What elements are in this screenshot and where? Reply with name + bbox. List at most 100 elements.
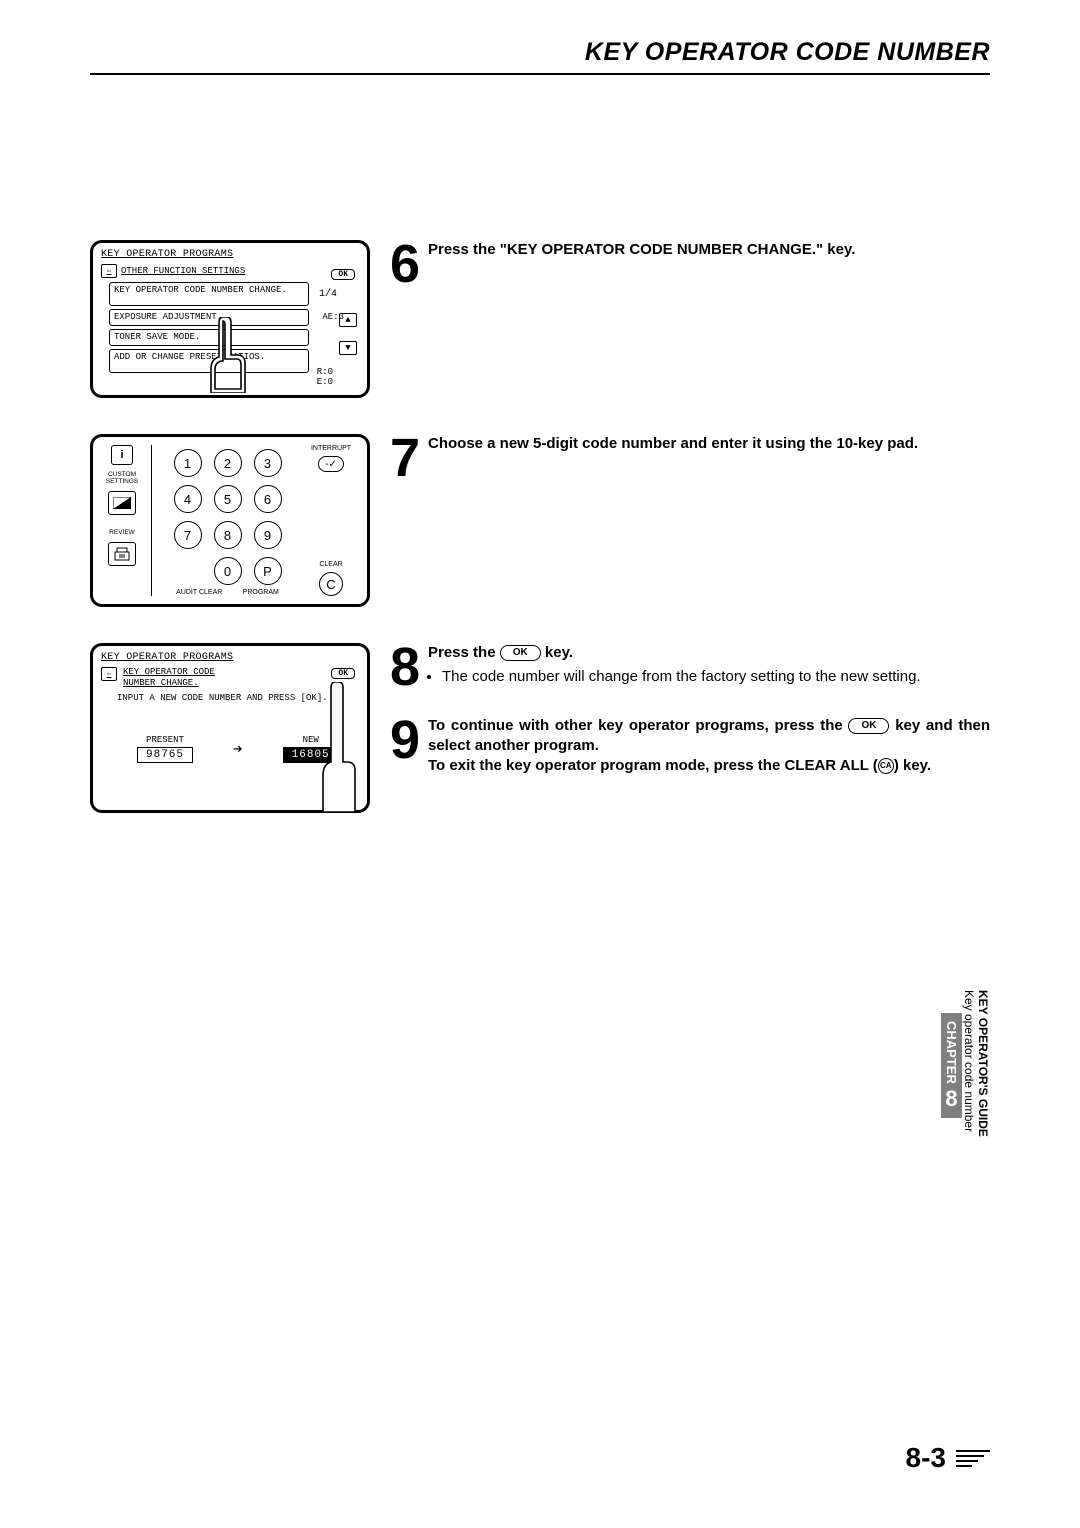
code-fields: PRESENT 98765 ➔ NEW 16805 — [137, 735, 359, 763]
key-3[interactable]: 3 — [254, 449, 282, 477]
step-8-figure: KEY OPERATOR PROGRAMS ⇦ KEY OPERATOR COD… — [90, 643, 370, 813]
lcd1-breadcrumb: ⇦ OTHER FUNCTION SETTINGS — [101, 264, 359, 278]
keypad-separator — [151, 445, 152, 596]
sidebar-line2: Key operator code number — [962, 990, 976, 1132]
step-8-9-row: KEY OPERATOR PROGRAMS ⇦ KEY OPERATOR COD… — [90, 643, 990, 813]
key-9[interactable]: 9 — [254, 521, 282, 549]
present-label: PRESENT — [137, 735, 193, 745]
key-6[interactable]: 6 — [254, 485, 282, 513]
lcd3-instruction: INPUT A NEW CODE NUMBER AND PRESS [OK]. — [109, 693, 359, 703]
lcd3-ok-button[interactable]: OK — [331, 668, 355, 679]
lcd3-breadcrumb: ⇦ KEY OPERATOR CODE NUMBER CHANGE. — [101, 667, 359, 689]
program-label: PROGRAM — [243, 589, 279, 596]
clear-label: CLEAR — [319, 561, 342, 568]
key-8[interactable]: 8 — [214, 521, 242, 549]
menu-item-3-label: ADD OR CHANGE PRESET RATIOS. — [114, 352, 265, 362]
chapter-number: 8 — [945, 1088, 957, 1110]
key-1[interactable]: 1 — [174, 449, 202, 477]
key-p[interactable]: P — [254, 557, 282, 585]
key-7[interactable]: 7 — [174, 521, 202, 549]
page-number-text: 8-3 — [906, 1442, 946, 1474]
sidebar-line1: KEY OPERATOR'S GUIDE — [976, 990, 990, 1137]
step-9-line2: To exit the key operator program mode, p… — [428, 756, 990, 776]
lcd1-menu: KEY OPERATOR CODE NUMBER CHANGE. EXPOSUR… — [109, 282, 309, 373]
audit-clear-label: AUDIT CLEAR — [176, 589, 222, 596]
step-7-number: 7 — [390, 434, 428, 483]
menu-item-2-label: TONER SAVE MODE. — [114, 332, 200, 342]
lcd3-sub1: KEY OPERATOR CODE — [123, 667, 215, 677]
ok-pill-1: OK — [500, 645, 541, 661]
key-5[interactable]: 5 — [214, 485, 242, 513]
key-clear[interactable]: C — [319, 572, 343, 596]
step-7-row: i CUSTOM SETTINGS REVIEW 1 2 3 — [90, 434, 990, 607]
keypad-grid: 1 2 3 4 5 6 7 8 9 0 P — [160, 445, 295, 589]
lcd3-subtitle: KEY OPERATOR CODE NUMBER CHANGE. — [121, 667, 215, 689]
keypad-right-column: INTERRUPT -✓ CLEAR C — [303, 445, 359, 596]
step-9-2a: To exit the key operator program mode, p… — [428, 757, 878, 774]
breadcrumb-text: OTHER FUNCTION SETTINGS — [121, 266, 245, 276]
back-icon-3[interactable]: ⇦ — [101, 667, 117, 681]
page-header: KEY OPERATOR CODE NUMBER — [90, 38, 990, 75]
step-7-lead: Choose a new 5-digit code number and ent… — [428, 435, 918, 452]
step-6-lead: Press the "KEY OPERATOR CODE NUMBER CHAN… — [428, 241, 855, 258]
step-7-text: Choose a new 5-digit code number and ent… — [428, 434, 990, 454]
interrupt-label: INTERRUPT — [311, 445, 351, 452]
key-0[interactable]: 0 — [214, 557, 242, 585]
page-number: 8-3 — [906, 1442, 990, 1474]
step-8-bullets: The code number will change from the fac… — [442, 667, 990, 687]
scroll-down-button[interactable]: ▼ — [339, 341, 357, 355]
keypad-panel: i CUSTOM SETTINGS REVIEW 1 2 3 — [90, 434, 370, 607]
step-8-lead: Press the OK key. — [428, 644, 573, 661]
step-9-text: To continue with other key operator prog… — [428, 716, 990, 777]
step-9-1a: To continue with other key operator prog… — [428, 717, 848, 734]
review-button[interactable] — [108, 542, 136, 566]
present-value: 98765 — [137, 747, 193, 763]
step-8-text: Press the OK key. The code number will c… — [428, 643, 990, 698]
key-2[interactable]: 2 — [214, 449, 242, 477]
info-button[interactable]: i — [111, 445, 133, 465]
present-column: PRESENT 98765 — [137, 735, 193, 763]
page-title: KEY OPERATOR CODE NUMBER — [90, 38, 990, 67]
arrow-icon: ➔ — [233, 739, 243, 759]
step-6-text: Press the "KEY OPERATOR CODE NUMBER CHAN… — [428, 240, 990, 260]
contrast-button[interactable] — [108, 491, 136, 515]
custom-settings-label: CUSTOM SETTINGS — [101, 471, 143, 485]
lcd-panel-1: KEY OPERATOR PROGRAMS ⇦ OTHER FUNCTION S… — [90, 240, 370, 398]
steps-8-9-text-column: 8 Press the OK key. The code number will… — [390, 643, 990, 776]
review-label: REVIEW — [109, 529, 135, 536]
step-7-figure: i CUSTOM SETTINGS REVIEW 1 2 3 — [90, 434, 370, 607]
chapter-tab: CHAPTER 8 — [941, 1013, 962, 1118]
menu-item-toner[interactable]: TONER SAVE MODE. — [109, 329, 309, 346]
step-6-row: KEY OPERATOR PROGRAMS ⇦ OTHER FUNCTION S… — [90, 240, 990, 398]
back-icon[interactable]: ⇦ — [101, 264, 117, 278]
step-9-2b: ) key. — [894, 757, 931, 774]
step-6-figure: KEY OPERATOR PROGRAMS ⇦ OTHER FUNCTION S… — [90, 240, 370, 398]
keypad-center: 1 2 3 4 5 6 7 8 9 0 P AUDIT CLEAR — [160, 445, 295, 596]
new-column: NEW 16805 — [283, 735, 339, 763]
step-8-number: 8 — [390, 643, 428, 692]
menu-item-code-change[interactable]: KEY OPERATOR CODE NUMBER CHANGE. — [109, 282, 309, 306]
page-number-bars-icon — [956, 1447, 990, 1470]
menu-item-exposure[interactable]: EXPOSURE ADJUSTMENT. AE:3 — [109, 309, 309, 326]
keypad-bottom-labels: AUDIT CLEAR PROGRAM — [160, 589, 295, 596]
menu-item-1-meta: AE:3 — [322, 312, 344, 323]
side-tab: KEY OPERATOR'S GUIDE Key operator code n… — [941, 990, 990, 1137]
lcd3-title: KEY OPERATOR PROGRAMS — [101, 652, 359, 663]
interrupt-button[interactable]: -✓ — [318, 456, 344, 472]
menu-item-ratios[interactable]: ADD OR CHANGE PRESET RATIOS. — [109, 349, 309, 373]
new-value[interactable]: 16805 — [283, 747, 339, 763]
keypad-left-column: i CUSTOM SETTINGS REVIEW — [101, 445, 143, 596]
content-area: KEY OPERATOR PROGRAMS ⇦ OTHER FUNCTION S… — [90, 240, 990, 849]
ratio-labels: R:0 E:0 — [317, 367, 333, 387]
step-8-bullet: The code number will change from the fac… — [442, 667, 990, 687]
ca-circle-icon: CA — [878, 758, 894, 774]
menu-item-0-label: KEY OPERATOR CODE NUMBER CHANGE. — [114, 285, 287, 295]
lcd-panel-3: KEY OPERATOR PROGRAMS ⇦ KEY OPERATOR COD… — [90, 643, 370, 813]
chapter-label: CHAPTER — [944, 1021, 959, 1084]
lcd1-title: KEY OPERATOR PROGRAMS — [101, 249, 359, 260]
lcd3-sub2: NUMBER CHANGE. — [123, 678, 199, 688]
lcd1-ok-button[interactable]: OK — [331, 269, 355, 280]
menu-item-1-label: EXPOSURE ADJUSTMENT. — [114, 312, 222, 322]
step-9-number: 9 — [390, 716, 428, 765]
key-4[interactable]: 4 — [174, 485, 202, 513]
